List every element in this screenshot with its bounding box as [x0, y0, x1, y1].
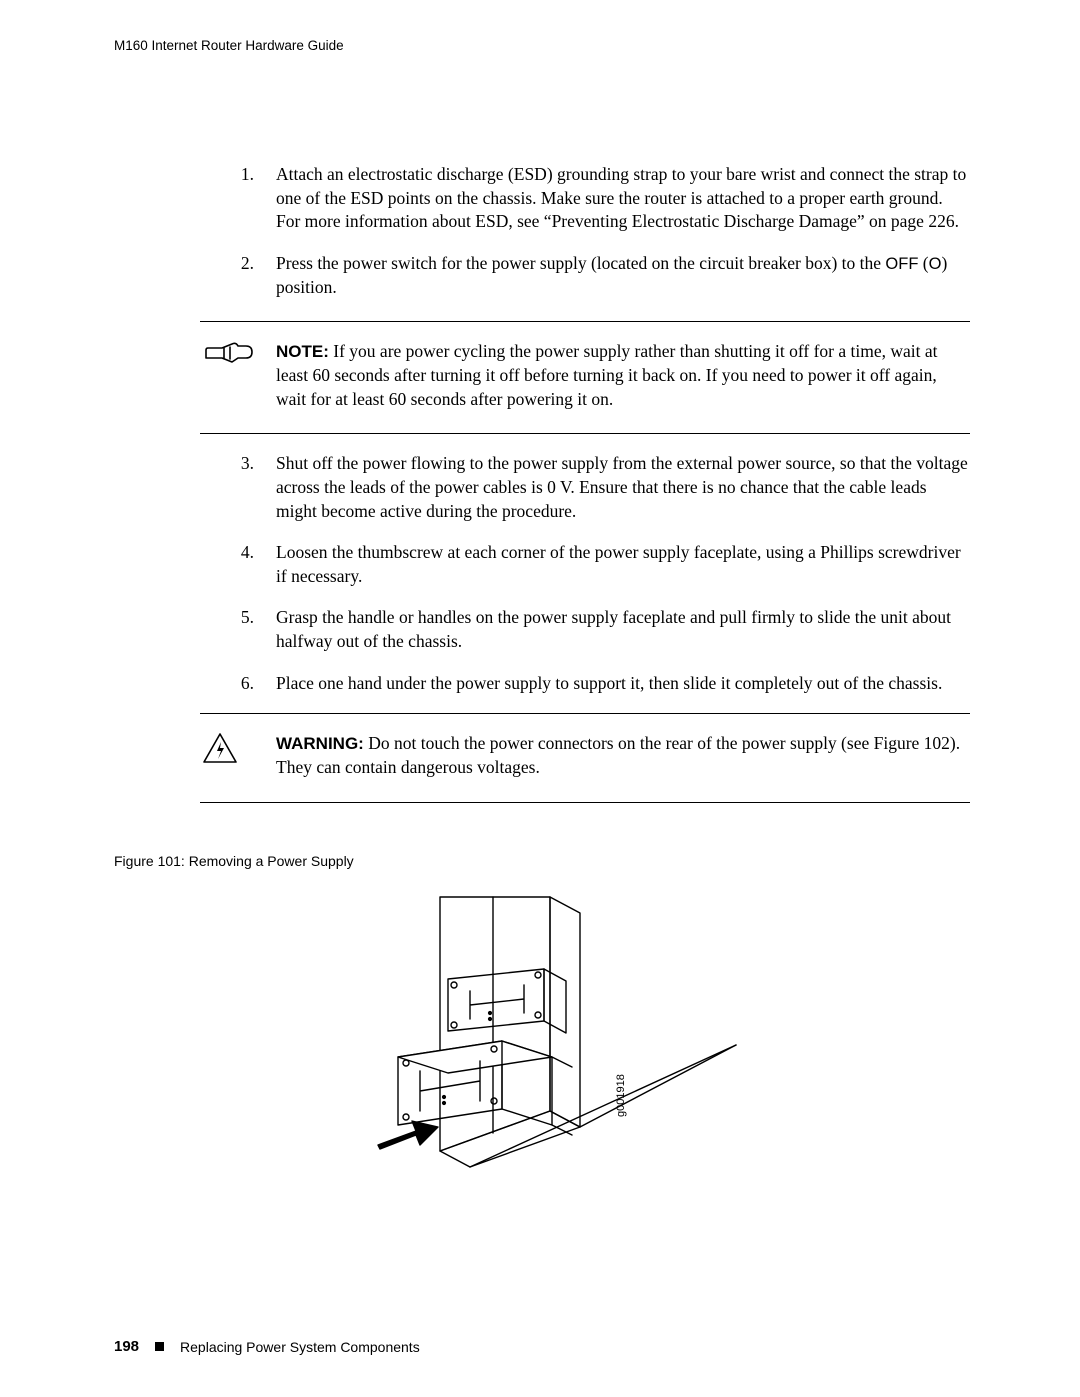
- warning-callout: WARNING: Do not touch the power connecto…: [200, 732, 970, 780]
- step-number: 6.: [200, 672, 276, 696]
- step-text: Shut off the power flowing to the power …: [276, 452, 970, 523]
- step-text: Loosen the thumbscrew at each corner of …: [276, 541, 970, 588]
- pointing-hand-icon: [200, 340, 276, 370]
- power-supply-diagram: g001918: [320, 891, 740, 1211]
- note-text: If you are power cycling the power suppl…: [276, 341, 938, 409]
- note-body: NOTE: If you are power cycling the power…: [276, 340, 970, 411]
- separator: [200, 433, 970, 434]
- note-callout: NOTE: If you are power cycling the power…: [200, 340, 970, 411]
- figure-caption: Figure 101: Removing a Power Supply: [114, 853, 980, 869]
- step-6: 6. Place one hand under the power supply…: [200, 672, 970, 696]
- warning-body: WARNING: Do not touch the power connecto…: [276, 732, 970, 780]
- step-1: 1. Attach an electrostatic discharge (ES…: [200, 163, 970, 234]
- separator: [200, 321, 970, 322]
- step-text: Press the power switch for the power sup…: [276, 252, 970, 299]
- step-text: Place one hand under the power supply to…: [276, 672, 970, 696]
- step-text: Attach an electrostatic discharge (ESD) …: [276, 163, 970, 234]
- off-literal: OFF: [885, 255, 918, 273]
- step-number: 4.: [200, 541, 276, 588]
- page-footer: 198 Replacing Power System Components: [114, 1338, 420, 1355]
- lightning-triangle-icon: [200, 732, 276, 766]
- o-literal: O: [929, 255, 942, 273]
- figure-101: g001918: [320, 891, 980, 1211]
- page-number: 198: [114, 1338, 139, 1355]
- step-2: 2. Press the power switch for the power …: [200, 252, 970, 299]
- footer-bullet-icon: [155, 1342, 164, 1351]
- running-header: M160 Internet Router Hardware Guide: [114, 38, 980, 53]
- step-4: 4. Loosen the thumbscrew at each corner …: [200, 541, 970, 588]
- step-number: 1.: [200, 163, 276, 234]
- warning-label: WARNING:: [276, 734, 364, 753]
- step-3: 3. Shut off the power flowing to the pow…: [200, 452, 970, 523]
- step-number: 3.: [200, 452, 276, 523]
- step-number: 5.: [200, 606, 276, 653]
- figure-id-label: g001918: [615, 1074, 627, 1117]
- warning-text: Do not touch the power connectors on the…: [276, 733, 960, 777]
- t: Press the power switch for the power sup…: [276, 253, 885, 273]
- footer-section: Replacing Power System Components: [180, 1339, 420, 1355]
- separator: [200, 713, 970, 714]
- t: (: [918, 253, 928, 273]
- step-number: 2.: [200, 252, 276, 299]
- step-text: Grasp the handle or handles on the power…: [276, 606, 970, 653]
- separator: [200, 802, 970, 803]
- step-5: 5. Grasp the handle or handles on the po…: [200, 606, 970, 653]
- note-label: NOTE:: [276, 342, 329, 361]
